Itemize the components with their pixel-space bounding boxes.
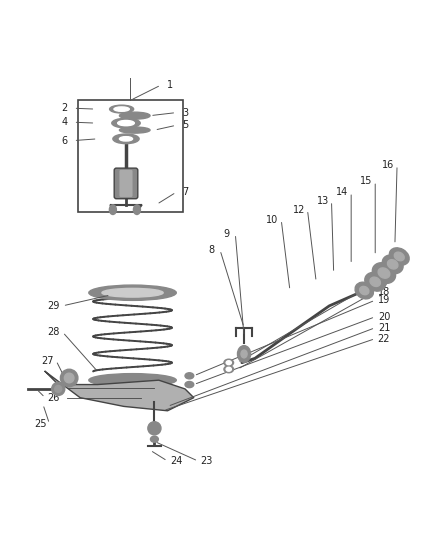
Text: 17: 17: [378, 278, 390, 288]
Ellipse shape: [51, 382, 65, 395]
Ellipse shape: [64, 373, 74, 383]
Text: 28: 28: [48, 327, 60, 337]
Text: 9: 9: [224, 229, 230, 239]
Text: 26: 26: [48, 393, 60, 402]
Text: 25: 25: [34, 419, 47, 429]
Text: 7: 7: [182, 187, 188, 197]
Ellipse shape: [359, 286, 369, 295]
Text: 10: 10: [266, 215, 279, 225]
Ellipse shape: [224, 359, 234, 366]
Ellipse shape: [119, 127, 150, 133]
Ellipse shape: [112, 118, 140, 128]
Ellipse shape: [378, 268, 390, 278]
Ellipse shape: [355, 282, 374, 299]
Text: 5: 5: [182, 120, 188, 130]
Ellipse shape: [224, 366, 234, 373]
Ellipse shape: [226, 367, 231, 371]
Text: 21: 21: [378, 322, 390, 333]
Ellipse shape: [370, 277, 381, 286]
Text: 18: 18: [378, 287, 390, 297]
Ellipse shape: [185, 373, 194, 379]
Text: 22: 22: [378, 334, 390, 344]
Text: 23: 23: [201, 456, 213, 466]
FancyBboxPatch shape: [114, 168, 138, 199]
Ellipse shape: [388, 260, 398, 269]
Polygon shape: [45, 372, 194, 411]
Ellipse shape: [382, 255, 403, 273]
Ellipse shape: [185, 382, 194, 387]
Ellipse shape: [150, 436, 158, 442]
Ellipse shape: [226, 361, 231, 365]
Text: 4: 4: [62, 117, 68, 127]
Text: 15: 15: [360, 176, 373, 186]
Ellipse shape: [89, 374, 176, 387]
Ellipse shape: [89, 285, 176, 301]
Ellipse shape: [117, 120, 134, 126]
Ellipse shape: [102, 288, 163, 297]
Ellipse shape: [114, 107, 129, 111]
Ellipse shape: [55, 385, 62, 392]
Bar: [78, 100, 183, 212]
Ellipse shape: [110, 205, 116, 214]
Ellipse shape: [110, 105, 134, 113]
Text: 2: 2: [62, 103, 68, 113]
Text: 13: 13: [317, 196, 329, 206]
Ellipse shape: [113, 134, 139, 143]
Ellipse shape: [238, 345, 251, 362]
Ellipse shape: [372, 263, 396, 284]
Text: 12: 12: [293, 205, 305, 215]
Ellipse shape: [119, 112, 150, 119]
Text: 19: 19: [378, 295, 390, 305]
Ellipse shape: [365, 272, 385, 291]
Text: 6: 6: [62, 135, 68, 146]
Text: 24: 24: [170, 456, 183, 466]
FancyBboxPatch shape: [119, 170, 132, 197]
Text: 8: 8: [208, 245, 214, 255]
Ellipse shape: [394, 252, 404, 261]
Text: 20: 20: [378, 312, 390, 322]
Ellipse shape: [241, 350, 247, 358]
Text: 16: 16: [382, 160, 394, 170]
Text: 3: 3: [182, 108, 188, 118]
Ellipse shape: [389, 248, 409, 265]
Ellipse shape: [148, 422, 161, 435]
Text: 14: 14: [336, 187, 348, 197]
Text: 29: 29: [48, 301, 60, 311]
Text: 27: 27: [41, 356, 54, 366]
Ellipse shape: [119, 136, 132, 141]
Ellipse shape: [133, 205, 140, 214]
Text: 1: 1: [167, 80, 173, 90]
Ellipse shape: [60, 369, 78, 387]
